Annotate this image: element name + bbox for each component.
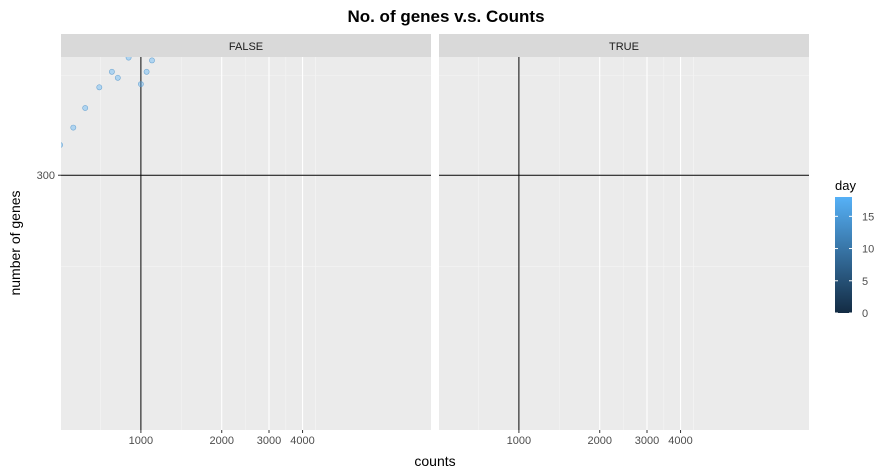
data-point bbox=[178, 6, 183, 11]
x-tick-label: 1000 bbox=[129, 435, 153, 447]
data-point bbox=[83, 105, 88, 110]
legend-break-label: 0 bbox=[862, 308, 868, 320]
panel-background bbox=[439, 57, 809, 430]
data-point bbox=[26, 152, 31, 157]
legend-break-label: 5 bbox=[862, 276, 868, 288]
data-point bbox=[71, 125, 76, 130]
data-point bbox=[186, 0, 191, 1]
data-point bbox=[58, 142, 63, 147]
data-point bbox=[149, 58, 154, 63]
facet-panel-false: FALSE 1000 2000 3000 4000 bbox=[0, 0, 431, 447]
legend-title: day bbox=[835, 178, 856, 193]
x-tick-label: 3000 bbox=[257, 435, 281, 447]
data-point bbox=[188, 0, 193, 1]
points-layer bbox=[575, 0, 682, 20]
x-tick-label: 2000 bbox=[587, 435, 611, 447]
facet-panel-true: TRUE 1000 2000 3000 4000 bbox=[439, 0, 809, 447]
data-point bbox=[97, 85, 102, 90]
x-tick-label: 3000 bbox=[635, 435, 659, 447]
legend-break-label: 15 bbox=[862, 211, 874, 223]
x-tick-label: 1000 bbox=[507, 435, 531, 447]
x-axis-title: counts bbox=[414, 453, 455, 469]
data-point bbox=[0, 253, 3, 258]
data-point bbox=[575, 14, 580, 19]
data-point bbox=[109, 69, 114, 74]
data-point bbox=[16, 167, 21, 172]
data-point bbox=[186, 3, 191, 8]
x-tick-label: 2000 bbox=[209, 435, 233, 447]
facet-strip-label: TRUE bbox=[609, 41, 639, 53]
data-point bbox=[138, 82, 143, 87]
legend: day 0 5 10 15 bbox=[835, 178, 874, 320]
data-point bbox=[144, 69, 149, 74]
panel-background bbox=[61, 57, 431, 430]
data-point bbox=[134, 4, 139, 9]
x-tick-label: 4000 bbox=[290, 435, 314, 447]
data-point bbox=[173, 19, 178, 24]
data-point bbox=[37, 138, 42, 143]
data-point bbox=[582, 0, 587, 3]
chart-title: No. of genes v.s. Counts bbox=[347, 7, 544, 26]
facet-strip-label: FALSE bbox=[229, 41, 263, 53]
legend-colorbar bbox=[835, 197, 852, 313]
legend-break-label: 10 bbox=[862, 244, 874, 256]
data-point bbox=[169, 0, 174, 5]
trend-line bbox=[577, 0, 679, 1]
y-tick-label: 300 bbox=[37, 170, 55, 182]
data-point bbox=[115, 75, 120, 80]
x-tick-label: 4000 bbox=[668, 435, 692, 447]
y-axis-title: number of genes bbox=[7, 190, 23, 295]
